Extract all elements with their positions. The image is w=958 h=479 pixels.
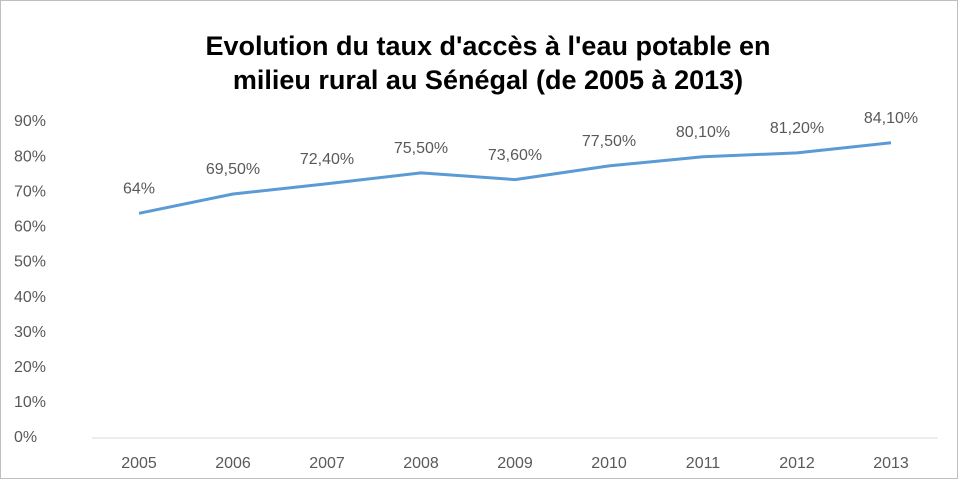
x-tick-label: 2007 [309,455,345,472]
data-label: 72,40% [300,151,354,168]
x-tick-label: 2012 [779,455,815,472]
data-label: 84,10% [864,110,918,127]
data-label: 64% [123,181,155,198]
data-label: 81,20% [770,120,824,137]
x-tick-label: 2008 [403,455,439,472]
chart-title: milieu rural au Sénégal (de 2005 à 2013) [233,65,743,95]
x-tick-label: 2011 [686,455,721,472]
y-tick-label: 70% [14,183,46,200]
x-tick-label: 2010 [591,455,627,472]
y-tick-label: 10% [14,394,46,411]
x-tick-label: 2013 [873,455,909,472]
y-tick-label: 80% [14,148,46,165]
x-tick-label: 2006 [215,455,251,472]
y-tick-label: 30% [14,324,46,341]
y-tick-label: 90% [14,113,46,130]
y-tick-label: 0% [14,429,37,446]
data-label: 75,50% [394,140,448,157]
y-tick-label: 60% [14,219,46,236]
y-tick-label: 20% [14,359,46,376]
x-tick-label: 2009 [497,455,533,472]
x-tick-label: 2005 [121,455,157,472]
data-label: 77,50% [582,133,636,150]
chart-title: Evolution du taux d'accès à l'eau potabl… [206,31,771,61]
data-line [138,141,892,215]
y-tick-label: 40% [14,289,46,306]
data-label: 73,60% [488,147,542,164]
y-tick-label: 50% [14,254,46,271]
data-label: 80,10% [676,124,730,141]
data-label: 69,50% [206,161,260,178]
